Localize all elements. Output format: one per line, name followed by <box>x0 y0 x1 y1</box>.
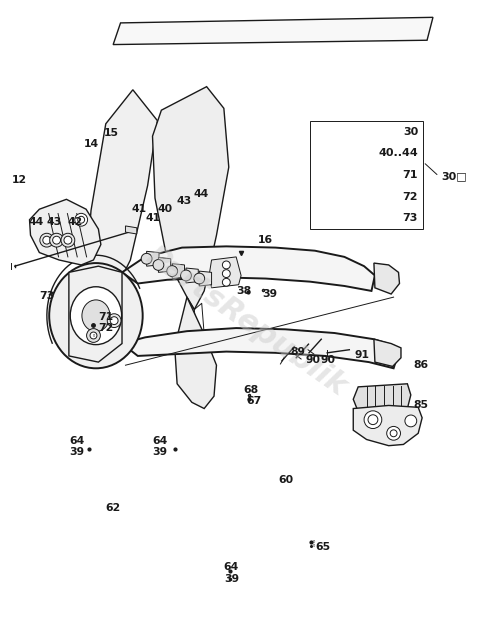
Text: 44: 44 <box>29 217 44 227</box>
Text: 39: 39 <box>262 289 277 299</box>
Text: 43: 43 <box>176 196 191 206</box>
Circle shape <box>110 317 118 324</box>
Text: 73: 73 <box>39 291 55 301</box>
Polygon shape <box>122 328 399 368</box>
Text: 90: 90 <box>321 355 336 365</box>
Polygon shape <box>353 384 411 412</box>
Polygon shape <box>147 251 159 266</box>
Text: 62: 62 <box>106 503 121 513</box>
Circle shape <box>87 329 100 342</box>
Polygon shape <box>69 266 122 362</box>
Circle shape <box>141 253 152 264</box>
Polygon shape <box>172 264 184 279</box>
Circle shape <box>364 411 382 428</box>
Ellipse shape <box>49 263 143 368</box>
Text: 14: 14 <box>84 139 99 149</box>
Polygon shape <box>209 257 241 288</box>
Ellipse shape <box>82 300 110 331</box>
Polygon shape <box>153 87 229 310</box>
Text: 64: 64 <box>69 436 84 446</box>
Polygon shape <box>374 339 401 366</box>
Polygon shape <box>199 271 212 286</box>
Text: 73: 73 <box>403 213 418 223</box>
Text: PartsRepublik: PartsRepublik <box>140 241 352 402</box>
Text: 72: 72 <box>98 323 114 333</box>
Text: 40: 40 <box>157 204 173 214</box>
Text: ◦: ◦ <box>227 575 231 581</box>
Circle shape <box>43 236 51 244</box>
Circle shape <box>153 259 164 271</box>
Circle shape <box>75 214 88 226</box>
Circle shape <box>405 415 417 427</box>
Text: 68: 68 <box>244 385 259 395</box>
Text: 41: 41 <box>145 213 160 223</box>
Polygon shape <box>186 268 198 283</box>
Polygon shape <box>158 258 171 272</box>
Text: 40..44: 40..44 <box>378 148 418 158</box>
Text: 64: 64 <box>224 562 239 572</box>
Text: 86: 86 <box>413 360 429 370</box>
Polygon shape <box>175 297 216 409</box>
Text: 30□: 30□ <box>441 171 467 181</box>
Circle shape <box>167 266 178 277</box>
Polygon shape <box>30 199 101 265</box>
Polygon shape <box>125 226 137 234</box>
Text: 41: 41 <box>132 204 147 214</box>
Text: 42: 42 <box>68 217 83 227</box>
Text: •: • <box>92 322 96 329</box>
Circle shape <box>90 332 97 339</box>
Circle shape <box>390 430 397 437</box>
Text: 71: 71 <box>98 312 114 322</box>
Circle shape <box>181 270 191 281</box>
Circle shape <box>194 273 205 284</box>
Text: 15: 15 <box>103 128 118 138</box>
Circle shape <box>387 426 400 440</box>
Circle shape <box>61 233 75 247</box>
Text: 91: 91 <box>354 350 369 360</box>
Polygon shape <box>374 263 400 294</box>
Polygon shape <box>113 17 433 45</box>
Text: 67: 67 <box>246 396 261 406</box>
Circle shape <box>78 216 85 223</box>
Text: 39: 39 <box>153 447 168 457</box>
Polygon shape <box>86 90 157 310</box>
Circle shape <box>40 233 54 247</box>
Circle shape <box>222 270 230 277</box>
FancyBboxPatch shape <box>310 121 423 229</box>
Polygon shape <box>122 246 375 291</box>
Circle shape <box>50 233 63 247</box>
Text: 39: 39 <box>69 447 84 457</box>
Text: 44: 44 <box>193 189 209 199</box>
Polygon shape <box>86 308 106 321</box>
Text: 85: 85 <box>413 400 428 410</box>
Text: 16: 16 <box>258 235 274 245</box>
Polygon shape <box>353 405 422 446</box>
Circle shape <box>53 236 61 244</box>
Text: 60: 60 <box>278 475 293 485</box>
Text: 71: 71 <box>402 170 418 180</box>
Text: 65: 65 <box>315 542 330 552</box>
Text: 43: 43 <box>47 217 62 227</box>
Text: 89: 89 <box>290 347 305 357</box>
Circle shape <box>64 236 72 244</box>
Ellipse shape <box>70 287 122 345</box>
Text: 39: 39 <box>224 574 239 584</box>
Circle shape <box>107 314 121 327</box>
Text: 38: 38 <box>236 286 251 296</box>
Text: 30: 30 <box>403 126 418 137</box>
Text: 90: 90 <box>305 355 320 365</box>
Circle shape <box>222 261 230 269</box>
Circle shape <box>222 279 230 286</box>
Circle shape <box>368 415 378 425</box>
Text: ◦: ◦ <box>312 539 316 545</box>
Text: ◦: ◦ <box>92 333 96 339</box>
Text: 12: 12 <box>12 175 28 184</box>
Text: ◦: ◦ <box>312 543 316 549</box>
Text: 64: 64 <box>153 436 168 446</box>
Text: 72: 72 <box>402 191 418 202</box>
Text: ◦: ◦ <box>227 567 231 573</box>
